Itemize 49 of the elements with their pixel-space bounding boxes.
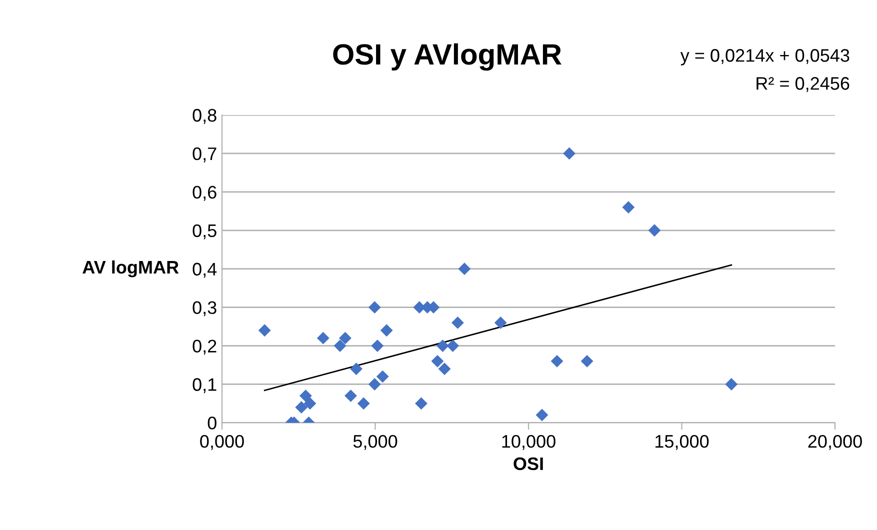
point bbox=[258, 324, 271, 337]
point bbox=[380, 324, 393, 337]
point bbox=[436, 340, 449, 352]
point bbox=[431, 354, 444, 368]
point bbox=[334, 340, 346, 352]
point bbox=[299, 390, 312, 402]
chart-title: OSI y AVlogMAR bbox=[333, 43, 562, 71]
point bbox=[344, 390, 357, 402]
point bbox=[376, 370, 389, 383]
point bbox=[563, 147, 576, 160]
point bbox=[550, 354, 564, 368]
point bbox=[451, 316, 464, 329]
text: y = 0,0214x + 0,0543 bbox=[680, 49, 850, 66]
y-tick-label: 0,1 bbox=[192, 378, 216, 394]
point bbox=[350, 362, 362, 376]
x-tick-label: 5,000 bbox=[353, 434, 398, 450]
y-tick-label: 0,6 bbox=[192, 186, 216, 201]
y-tick-label: 0,4 bbox=[192, 262, 217, 278]
point bbox=[339, 332, 352, 344]
point bbox=[357, 397, 370, 410]
x-axis-title: OSI bbox=[514, 457, 543, 470]
point bbox=[494, 316, 507, 329]
y-tick-label: 0,3 bbox=[192, 301, 216, 316]
x-tick-label: 10,000 bbox=[502, 434, 556, 450]
point bbox=[458, 262, 471, 276]
point bbox=[622, 201, 635, 214]
x-tick-label: 20,000 bbox=[808, 434, 862, 450]
point bbox=[415, 397, 428, 410]
point bbox=[648, 224, 661, 237]
text: R² = 0,2456 bbox=[756, 77, 850, 92]
point bbox=[446, 340, 460, 352]
y-tick-label: 0,7 bbox=[192, 147, 216, 162]
point bbox=[536, 408, 548, 422]
point bbox=[371, 340, 384, 352]
y-axis-title: AV logMAR bbox=[82, 260, 179, 278]
y-tick-label: 0,5 bbox=[192, 224, 216, 240]
y-tick-label: 0 bbox=[208, 416, 216, 430]
point bbox=[580, 354, 594, 368]
point bbox=[295, 401, 308, 414]
point bbox=[368, 378, 381, 390]
point bbox=[438, 362, 451, 376]
x-tick-label: 0,000 bbox=[200, 434, 244, 450]
point bbox=[304, 397, 316, 410]
point bbox=[368, 301, 381, 314]
y-tick-label: 0,8 bbox=[192, 108, 216, 124]
point bbox=[316, 332, 330, 344]
point bbox=[725, 378, 738, 390]
x-tick-label: 15,000 bbox=[656, 434, 709, 450]
y-tick-label: 0,2 bbox=[192, 340, 216, 355]
